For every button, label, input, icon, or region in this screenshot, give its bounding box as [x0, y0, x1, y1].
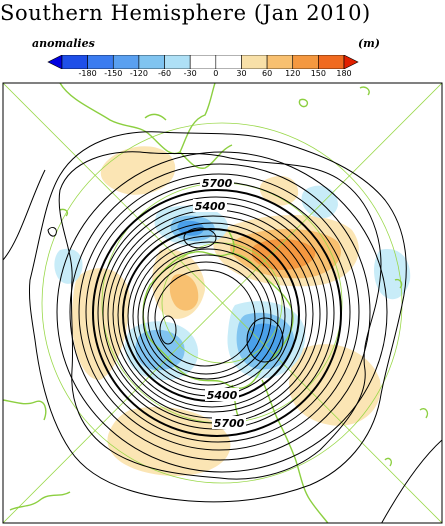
map-title: Southern Hemisphere (Jan 2010) — [0, 1, 371, 25]
colorbar-cell — [189, 55, 217, 69]
colorbar-arrow-low — [47, 55, 63, 69]
contour-labels: 5700 5400 5400 5700 — [193, 176, 246, 430]
colorbar-tick-label: 60 — [261, 69, 273, 78]
colorbar-cell — [215, 55, 242, 69]
colorbar — [47, 55, 359, 69]
colorbar-cell — [112, 55, 140, 69]
colorbar-cell — [164, 55, 191, 69]
contour-label-5400-bottom: 5400 — [207, 389, 238, 402]
contour-label-5700-bottom: 5700 — [214, 417, 245, 430]
colorbar-tick-label: -30 — [183, 69, 197, 78]
colorbar-units-label: (m) — [357, 37, 380, 50]
colorbar-tick-label: 150 — [310, 69, 326, 78]
colorbar-tick-label: 0 — [213, 69, 219, 78]
colorbar-tick-label: -180 — [78, 69, 97, 78]
colorbar-arrow-high — [343, 55, 359, 69]
colorbar-tick-label: -60 — [157, 69, 172, 78]
contour-label-5400-top: 5400 — [195, 200, 226, 213]
colorbar-cell — [266, 55, 294, 69]
colorbar-cell — [87, 55, 114, 69]
contour-label-5700-top: 5700 — [202, 177, 233, 190]
map-frame — [2, 82, 443, 524]
height-contours — [3, 131, 442, 523]
colorbar-anomalies-label: anomalies — [32, 37, 95, 50]
colorbar-cell — [241, 55, 268, 69]
colorbar-cell — [138, 55, 165, 69]
colorbar-tick-label: -150 — [104, 69, 123, 78]
colorbar-tick-label: -120 — [129, 69, 148, 78]
colorbar-cell — [61, 55, 88, 69]
polar-map: 5700 5400 5400 5700 — [0, 80, 445, 526]
colorbar-tick-label: 30 — [236, 69, 247, 78]
colorbar-tick-label: 120 — [285, 69, 301, 78]
colorbar-cell — [318, 55, 345, 69]
colorbar-cell — [292, 55, 319, 69]
colorbar-tick-label: 180 — [336, 69, 352, 78]
